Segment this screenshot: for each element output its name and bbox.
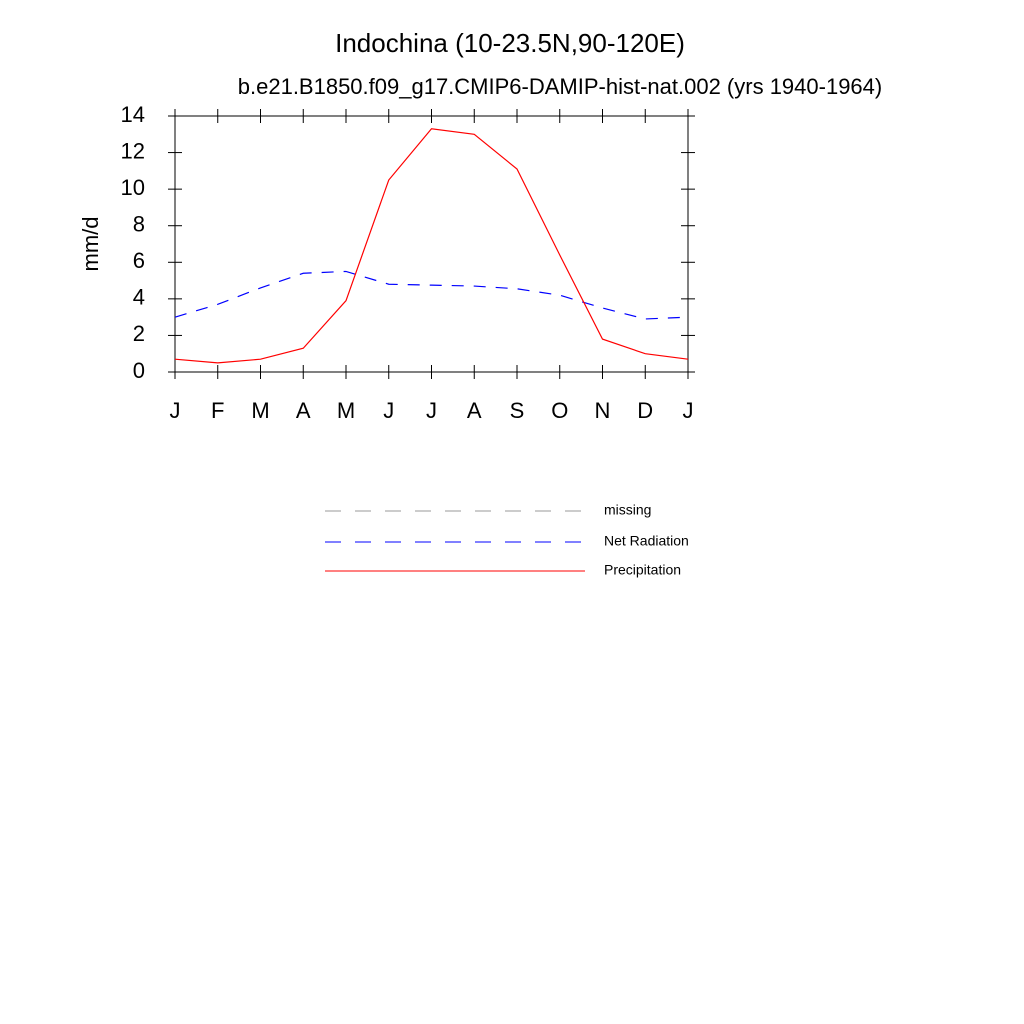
x-tick-label: J bbox=[683, 398, 694, 423]
x-tick-label: M bbox=[251, 398, 269, 423]
y-tick-label: 14 bbox=[121, 102, 145, 127]
x-tick-label: M bbox=[337, 398, 355, 423]
x-tick-label: D bbox=[637, 398, 653, 423]
chart-subtitle: b.e21.B1850.f09_g17.CMIP6-DAMIP-hist-nat… bbox=[238, 74, 882, 99]
legend-label: Net Radiation bbox=[604, 533, 689, 549]
y-tick-label: 8 bbox=[133, 212, 145, 237]
x-tick-label: A bbox=[467, 398, 482, 423]
x-tick-label: A bbox=[296, 398, 311, 423]
x-tick-label: S bbox=[510, 398, 525, 423]
x-tick-label: J bbox=[426, 398, 437, 423]
series-line bbox=[174, 270, 689, 320]
x-tick-label: J bbox=[383, 398, 394, 423]
plot-frame bbox=[174, 115, 689, 373]
series-line bbox=[174, 128, 689, 364]
x-tick-label: N bbox=[595, 398, 611, 423]
y-axis-label: mm/d bbox=[78, 217, 103, 272]
y-tick-label: 0 bbox=[133, 358, 145, 383]
y-tick-label: 2 bbox=[133, 321, 145, 346]
legend-label: Precipitation bbox=[604, 562, 681, 578]
legend-label: missing bbox=[604, 502, 651, 518]
y-tick-label: 10 bbox=[121, 175, 145, 200]
chart-title: Indochina (10-23.5N,90-120E) bbox=[335, 28, 685, 58]
x-tick-label: O bbox=[551, 398, 568, 423]
x-tick-label: J bbox=[170, 398, 181, 423]
y-tick-label: 6 bbox=[133, 248, 145, 273]
y-tick-label: 4 bbox=[133, 285, 145, 310]
y-tick-label: 12 bbox=[121, 138, 145, 163]
x-tick-label: F bbox=[211, 398, 224, 423]
